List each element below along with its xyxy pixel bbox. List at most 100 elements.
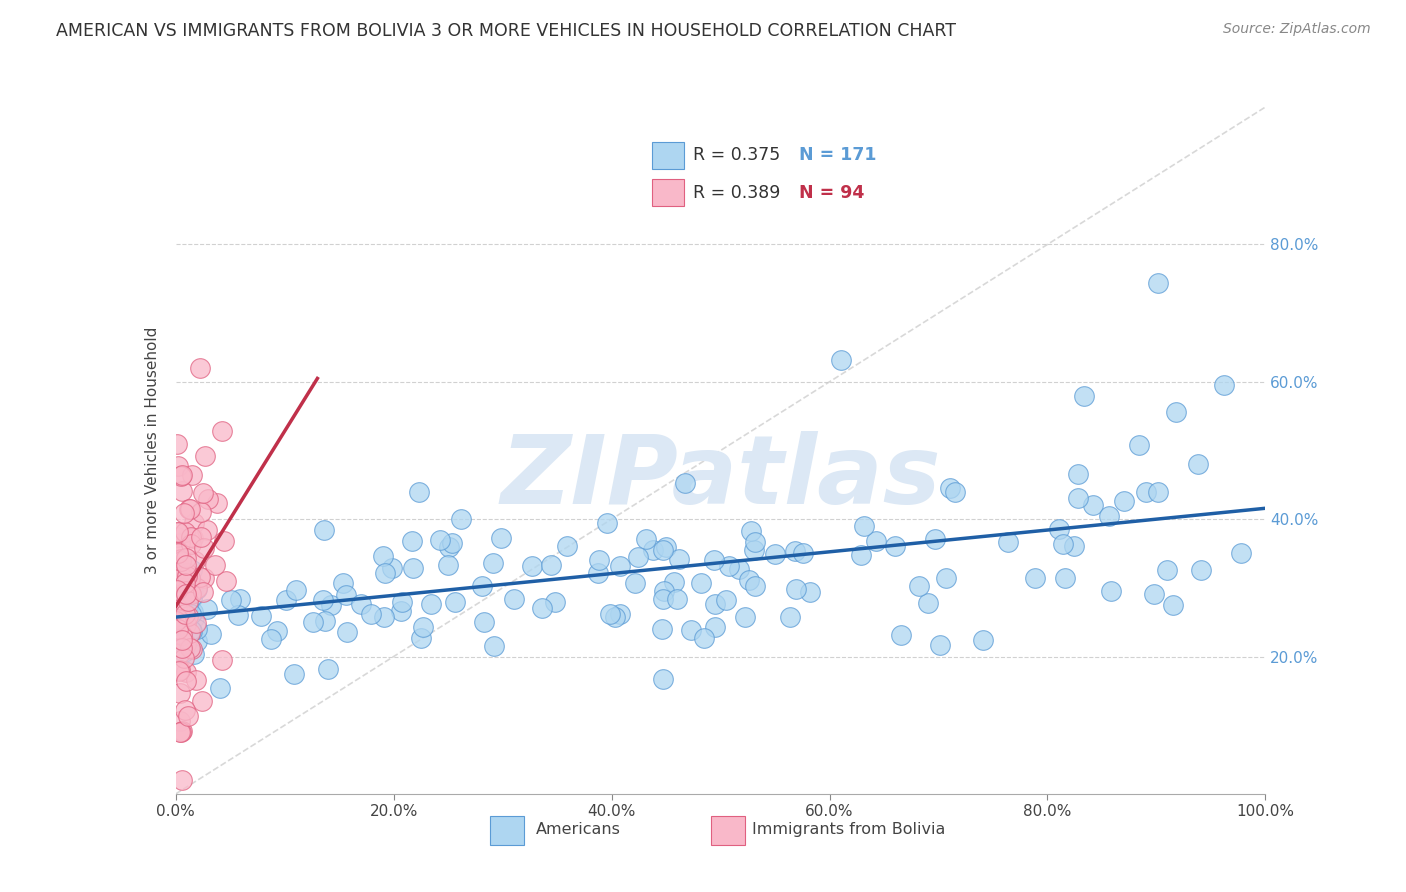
Point: [167, 629, 190, 643]
Point: [172, 623, 194, 637]
Point: [169, 562, 191, 576]
Point: [167, 591, 190, 606]
Point: [167, 592, 190, 607]
Point: [520, 558, 543, 573]
Point: [437, 558, 460, 573]
Point: [181, 605, 204, 619]
Point: [401, 534, 423, 549]
Point: [1073, 389, 1095, 403]
Point: [191, 585, 214, 599]
Point: [1147, 484, 1170, 499]
Point: [173, 576, 195, 591]
Point: [169, 714, 191, 728]
Point: [172, 602, 194, 616]
Text: AMERICAN VS IMMIGRANTS FROM BOLIVIA 3 OR MORE VEHICLES IN HOUSEHOLD CORRELATION : AMERICAN VS IMMIGRANTS FROM BOLIVIA 3 OR…: [56, 22, 956, 40]
Point: [170, 633, 193, 648]
Point: [179, 582, 201, 596]
Point: [997, 535, 1019, 549]
Point: [689, 576, 711, 591]
Point: [1066, 467, 1088, 482]
Point: [177, 709, 200, 723]
Point: [169, 725, 191, 739]
Point: [184, 615, 207, 630]
Y-axis label: 3 or more Vehicles in Household: 3 or more Vehicles in Household: [145, 326, 160, 574]
Point: [389, 604, 412, 618]
Point: [779, 610, 801, 624]
Point: [169, 468, 191, 483]
Point: [929, 638, 952, 652]
Point: [179, 502, 201, 516]
Point: [734, 610, 756, 624]
Text: ZIPatlas: ZIPatlas: [501, 432, 941, 524]
Point: [174, 673, 197, 688]
Point: [174, 558, 197, 572]
Point: [174, 617, 197, 632]
Point: [169, 614, 191, 628]
Point: [167, 564, 190, 578]
Point: [173, 702, 195, 716]
Point: [190, 505, 212, 519]
Point: [184, 554, 207, 568]
Point: [1067, 491, 1090, 506]
Point: [408, 485, 430, 500]
Point: [350, 597, 373, 611]
FancyBboxPatch shape: [491, 816, 524, 846]
Point: [169, 611, 191, 625]
Point: [166, 458, 188, 473]
Point: [336, 624, 359, 639]
Point: [188, 361, 211, 376]
Point: [588, 566, 610, 580]
Point: [1054, 571, 1077, 585]
Point: [540, 558, 562, 572]
Point: [412, 620, 434, 634]
Point: [173, 506, 195, 520]
Point: [191, 485, 214, 500]
Point: [596, 516, 619, 530]
Point: [170, 725, 193, 739]
Point: [169, 603, 191, 617]
Point: [716, 593, 738, 607]
Point: [792, 546, 814, 560]
Point: [266, 624, 288, 639]
Point: [420, 598, 443, 612]
Point: [1164, 405, 1187, 419]
Point: [470, 579, 492, 593]
Text: Source: ZipAtlas.com: Source: ZipAtlas.com: [1223, 22, 1371, 37]
Point: [652, 584, 675, 599]
Point: [314, 614, 336, 628]
Point: [211, 425, 233, 439]
Point: [865, 533, 887, 548]
Text: N = 94: N = 94: [799, 184, 865, 202]
Point: [411, 631, 433, 645]
Point: [167, 622, 190, 636]
Point: [169, 686, 191, 700]
Point: [180, 623, 202, 637]
Point: [450, 512, 472, 526]
Point: [972, 633, 994, 648]
Point: [681, 624, 703, 638]
Point: [172, 467, 194, 482]
Point: [785, 543, 807, 558]
Point: [738, 574, 761, 588]
Point: [312, 593, 335, 607]
Point: [332, 575, 354, 590]
Point: [166, 437, 188, 451]
Point: [543, 595, 565, 609]
Point: [740, 524, 762, 539]
Point: [212, 534, 235, 549]
Point: [166, 571, 188, 585]
Point: [166, 583, 188, 598]
Point: [662, 574, 685, 589]
Point: [704, 620, 727, 634]
Point: [169, 554, 191, 568]
Point: [373, 549, 395, 563]
Point: [728, 562, 751, 576]
Point: [531, 600, 554, 615]
Point: [373, 609, 395, 624]
Point: [1147, 276, 1170, 290]
Point: [491, 532, 513, 546]
Point: [219, 593, 242, 607]
Point: [166, 530, 188, 544]
Point: [673, 476, 696, 491]
Point: [1047, 522, 1070, 536]
